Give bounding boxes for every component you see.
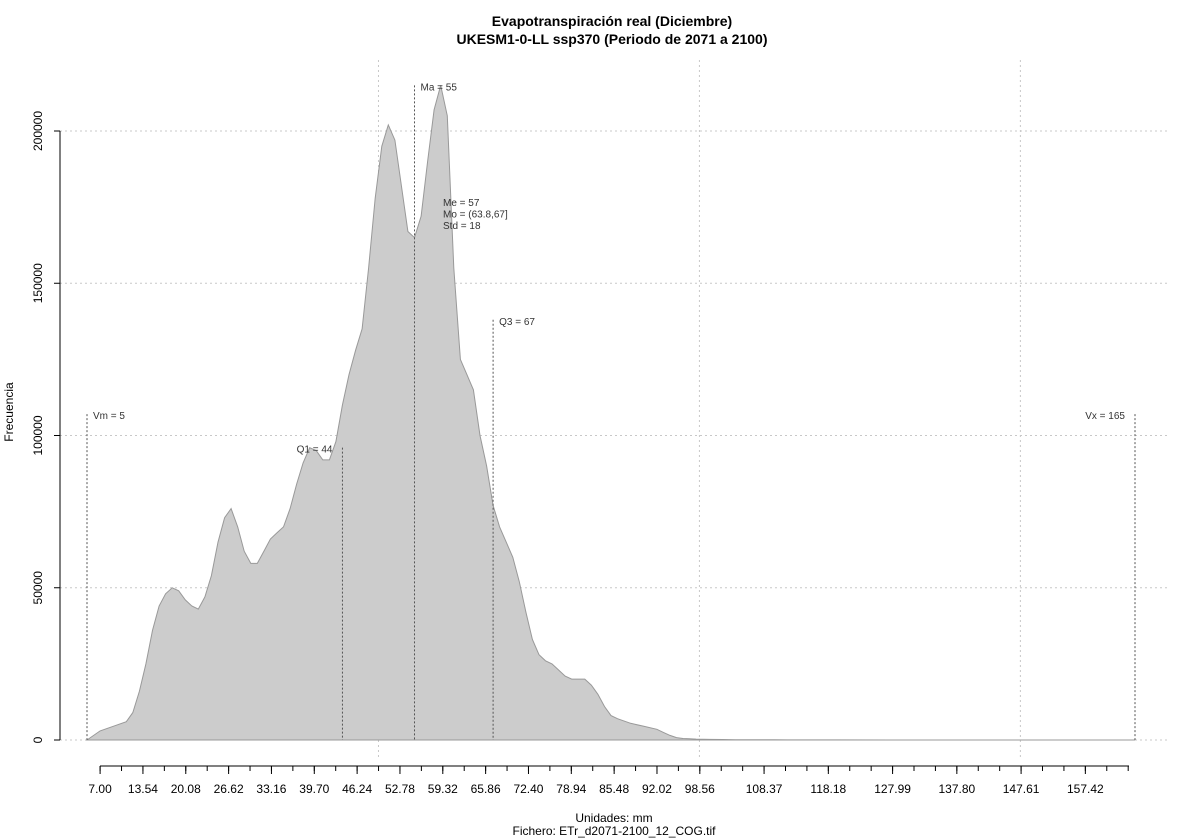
density-area (85, 85, 1135, 741)
stat-markers: Vm = 5 Q1 = 44 Ma = 55 Q3 = 67 Vx = 165 Me = … (86, 82, 1136, 740)
x-tick-label: 39.70 (299, 782, 329, 796)
x-tick-label: 108.37 (746, 782, 783, 796)
x-tick-label: 147.61 (1003, 782, 1040, 796)
stats-label: Mo = (63.8,67] (443, 210, 508, 221)
x-tick-label: 127.99 (874, 782, 911, 796)
x-tick-label: 13.54 (128, 782, 158, 796)
x-tick-label: 72.40 (513, 782, 543, 796)
y-tick-label: 0 (31, 736, 45, 743)
x-tick-label: 59.32 (428, 782, 458, 796)
x-tick-label: 33.16 (256, 782, 286, 796)
x-tick-label: 92.02 (642, 782, 672, 796)
y-tick-label: 200000 (31, 111, 45, 151)
marker-label: Q3 = 67 (499, 317, 535, 328)
y-tick-label: 150000 (31, 263, 45, 303)
x-tick-label: 46.24 (342, 782, 372, 796)
density-series (85, 85, 1135, 741)
y-axis-label: Frecuencia (2, 382, 16, 442)
marker-label: Q1 = 44 (297, 445, 333, 456)
stats-label: Me = 57 (443, 198, 480, 209)
y-tick-label: 100000 (31, 415, 45, 455)
x-tick-label: 78.94 (556, 782, 586, 796)
y-tick-label: 50000 (31, 571, 45, 605)
x-tick-label: 65.86 (471, 782, 501, 796)
x-tick-label: 98.56 (685, 782, 715, 796)
x-tick-label: 20.08 (171, 782, 201, 796)
axes: 0 50000 100000 150000 200000 7.00 13.54 20.08 26… (31, 111, 1129, 796)
marker-label: Vx = 165 (1085, 411, 1125, 422)
marker-label: Vm = 5 (93, 411, 125, 422)
x-tick-label: 137.80 (938, 782, 975, 796)
stats-label: Std = 18 (443, 221, 481, 232)
x-axis-label: Unidades: mm (575, 811, 652, 825)
chart-title: Evapotranspiración real (Diciembre) (492, 13, 732, 29)
x-tick-label: 26.62 (214, 782, 244, 796)
x-tick-label: 7.00 (88, 782, 112, 796)
x-tick-label: 52.78 (385, 782, 415, 796)
x-tick-label: 118.18 (810, 782, 846, 796)
x-tick-label: 157.42 (1067, 782, 1104, 796)
chart-subtitle: UKESM1-0-LL ssp370 (Periodo de 2071 a 21… (457, 31, 768, 47)
file-caption: Fichero: ETr_d2071-2100_12_COG.tif (513, 824, 717, 838)
x-tick-label: 85.48 (599, 782, 629, 796)
marker-label: Ma = 55 (421, 82, 458, 93)
